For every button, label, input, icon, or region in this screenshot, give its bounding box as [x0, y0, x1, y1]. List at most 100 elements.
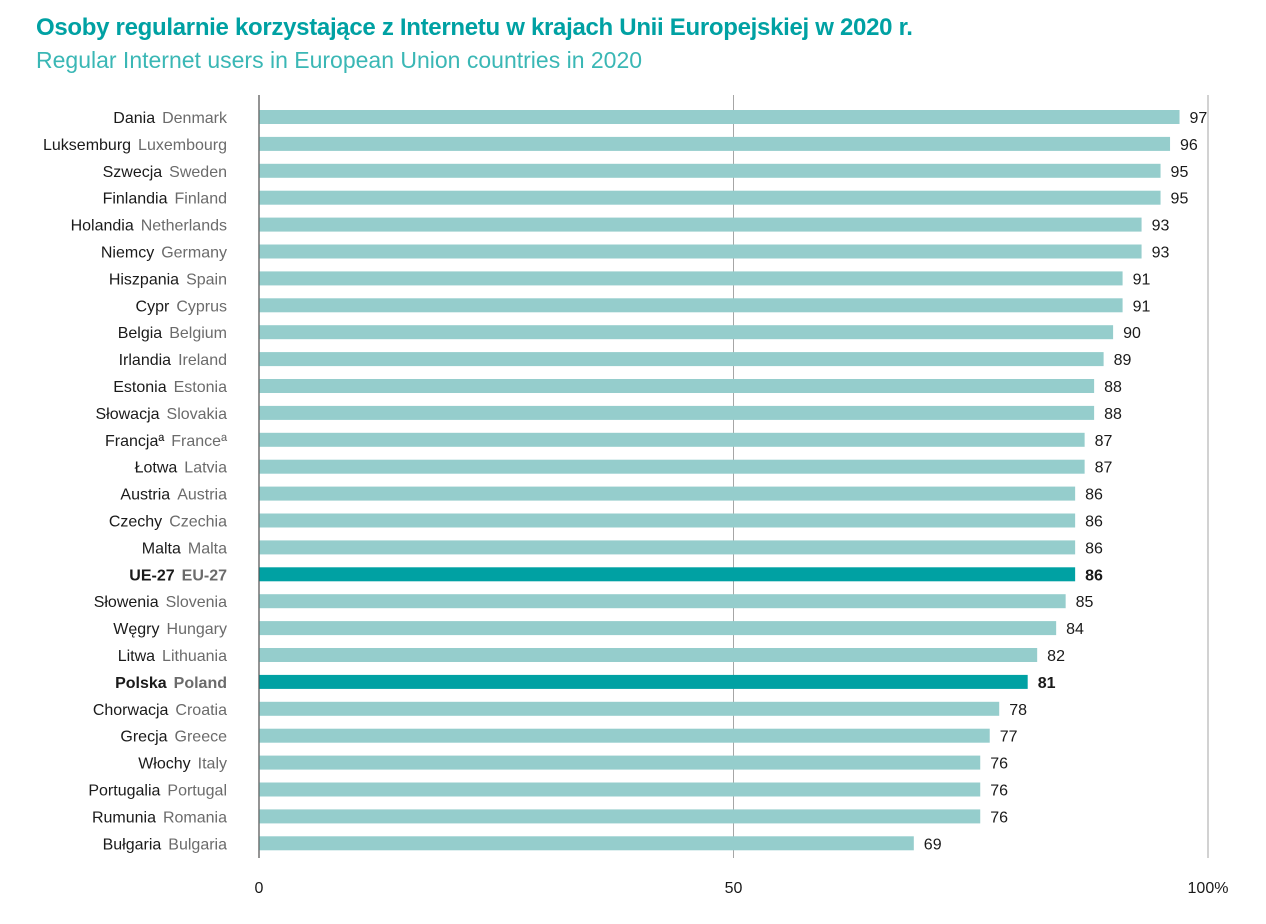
country-label: Luksemburg Luxembourg — [43, 137, 227, 154]
country-label: UE-27 EU-27 — [129, 567, 227, 584]
country-label-en: Slovenia — [166, 594, 227, 611]
value-label: 95 — [1171, 164, 1189, 181]
country-label: Estonia Estonia — [113, 379, 227, 396]
country-label: Łotwa Latvia — [135, 460, 228, 477]
bar-hungary — [259, 621, 1057, 636]
country-label-pl: Irlandia — [119, 352, 172, 369]
country-label-en: Estonia — [174, 379, 227, 396]
value-label: 86 — [1085, 567, 1103, 584]
country-label-en: Sweden — [169, 164, 227, 181]
country-label: Holandia Netherlands — [71, 218, 227, 235]
bar-ireland — [259, 352, 1104, 367]
country-label-en: Lithuania — [162, 648, 227, 665]
bar-eu-27 — [259, 567, 1076, 582]
country-label: Belgia Belgium — [118, 325, 227, 342]
country-label-pl: Węgry — [113, 621, 159, 638]
country-label-en: Hungary — [167, 621, 227, 638]
bar-luxembourg — [259, 136, 1171, 151]
value-label: 89 — [1114, 352, 1132, 369]
value-label: 86 — [1085, 540, 1103, 557]
country-label-pl: Chorwacja — [93, 702, 169, 719]
value-label: 93 — [1152, 245, 1170, 262]
gridlines — [258, 95, 1209, 858]
bar-estonia — [259, 379, 1095, 393]
country-label: Słowenia Slovenia — [94, 594, 227, 611]
country-label-pl: Austria — [120, 487, 170, 504]
value-label: 82 — [1047, 648, 1065, 665]
bar-bulgaria — [259, 836, 914, 851]
bar-croatia — [259, 701, 1000, 716]
bar-latvia — [259, 459, 1085, 474]
country-label-pl: Bułgaria — [103, 836, 162, 853]
value-label: 85 — [1076, 594, 1094, 611]
bar-slovakia — [259, 405, 1095, 420]
country-label: Litwa Lithuania — [118, 648, 227, 665]
country-label: Bułgaria Bulgaria — [103, 836, 228, 853]
bar-romania — [259, 809, 981, 824]
country-label-pl: Malta — [142, 540, 181, 557]
country-label-en: Denmark — [162, 110, 228, 127]
country-label-pl: Hiszpania — [109, 271, 179, 288]
chart-subtitle: Regular Internet users in European Union… — [36, 47, 643, 73]
bar-austria — [259, 486, 1076, 501]
country-label-en: Belgium — [169, 325, 227, 342]
country-label-pl: Niemcy — [101, 245, 154, 262]
bar-lithuania — [259, 648, 1038, 662]
country-label-en: Finland — [175, 191, 227, 208]
country-label-en: Greece — [175, 729, 228, 746]
country-labels: Dania Denmark Luksemburg Luxembourg Szwecja S… — [43, 110, 228, 853]
bar-finland — [259, 190, 1161, 205]
country-label: Hiszpania Spain — [109, 271, 227, 288]
value-label: 93 — [1152, 218, 1170, 235]
country-label-pl: Cypr — [136, 298, 170, 315]
country-label-en: Portugal — [167, 783, 227, 800]
country-label-pl: Litwa — [118, 648, 155, 665]
country-label: Chorwacja Croatia — [93, 702, 227, 719]
country-label: Francjaª Franceª — [105, 433, 227, 450]
country-label-en: Franceª — [171, 433, 227, 450]
country-label: Szwecja Sweden — [103, 164, 227, 181]
country-label: Rumunia Romania — [92, 809, 227, 826]
country-label: Węgry Hungary — [113, 621, 227, 638]
country-label: Dania Denmark — [113, 110, 228, 127]
bar-slovenia — [259, 594, 1066, 609]
country-label-en: Czechia — [169, 514, 227, 531]
value-label: 78 — [1009, 702, 1027, 719]
country-label-en: Cyprus — [176, 298, 227, 315]
bars — [259, 110, 1180, 851]
bar-czechia — [259, 513, 1076, 528]
value-label: 76 — [990, 809, 1008, 826]
country-label-pl: Portugalia — [88, 783, 160, 800]
country-label-pl: UE-27 — [129, 567, 174, 584]
value-label: 90 — [1123, 325, 1141, 342]
country-label-pl: Grecja — [120, 729, 167, 746]
bar-poland — [259, 674, 1028, 689]
country-label-en: Poland — [174, 675, 227, 692]
country-label-pl: Francjaª — [105, 433, 164, 450]
bar-france- — [259, 432, 1085, 447]
country-label: Finlandia Finland — [103, 191, 227, 208]
country-label-en: EU-27 — [182, 567, 227, 584]
x-tick-label: 50 — [725, 880, 743, 897]
chart-title: Osoby regularnie korzystające z Internet… — [36, 14, 913, 41]
country-label-en: Austria — [177, 487, 227, 504]
value-label: 86 — [1085, 487, 1103, 504]
country-label-en: Germany — [161, 245, 227, 262]
bar-greece — [259, 728, 990, 743]
country-label-pl: Rumunia — [92, 809, 156, 826]
country-label-en: Romania — [163, 809, 227, 826]
country-label-pl: Belgia — [118, 325, 163, 342]
country-label: Cypr Cyprus — [136, 298, 227, 315]
bar-sweden — [259, 163, 1161, 178]
value-label: 81 — [1038, 675, 1056, 692]
country-label: Austria Austria — [120, 487, 227, 504]
country-label-en: Ireland — [178, 352, 227, 369]
country-label: Niemcy Germany — [101, 245, 227, 262]
value-label: 87 — [1095, 433, 1113, 450]
value-label: 91 — [1133, 271, 1151, 288]
country-label-pl: Estonia — [113, 379, 166, 396]
country-label-en: Spain — [186, 271, 227, 288]
country-label-en: Netherlands — [141, 218, 227, 235]
country-label: Portugalia Portugal — [88, 783, 227, 800]
country-label: Grecja Greece — [120, 729, 227, 746]
